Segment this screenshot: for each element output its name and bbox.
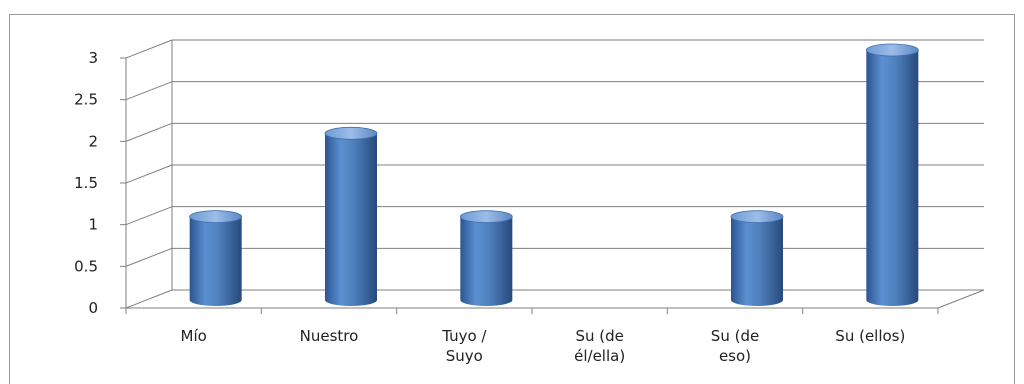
- bar-body: [460, 216, 513, 306]
- x-tick-label-line: Nuestro: [300, 327, 359, 345]
- bar-top: [865, 43, 919, 57]
- x-tick-label-line: Suyo: [446, 347, 483, 365]
- x-tick-label-line: Tuyo /: [441, 327, 487, 345]
- x-tick-label: Su (de eso): [711, 327, 759, 365]
- bar: [865, 43, 919, 306]
- gridline-diagonal: [125, 81, 173, 101]
- x-tick-label: Mío: [181, 327, 207, 345]
- bar-body: [189, 216, 242, 306]
- bar-body: [731, 216, 783, 306]
- gridline-diagonal: [125, 164, 173, 184]
- chart-frame: [9, 14, 1015, 384]
- bar: [324, 126, 378, 306]
- floor-right-edge: [937, 289, 985, 309]
- y-tick-label: 3: [88, 49, 98, 67]
- gridline-diagonal: [125, 122, 173, 142]
- x-tick-label: Tuyo / Suyo: [441, 327, 487, 365]
- x-tick-label-line: eso): [719, 347, 751, 365]
- bar-top: [324, 126, 378, 140]
- x-tick-label: Su (ellos): [835, 327, 905, 345]
- bar-top: [459, 210, 513, 224]
- y-tick-label: 0: [88, 299, 98, 317]
- y-tick-label: 1.5: [74, 174, 98, 192]
- gridline-diagonal: [125, 39, 173, 59]
- bar-body: [866, 50, 919, 306]
- bar: [189, 210, 243, 306]
- bar-body: [325, 133, 377, 306]
- x-tick-label-line: él/ella): [574, 347, 625, 365]
- bar: [459, 210, 513, 306]
- x-tick-label-line: Su (ellos): [835, 327, 905, 345]
- y-tick-label: 2.5: [74, 91, 98, 109]
- x-tick-label: Nuestro: [300, 327, 359, 345]
- y-tick-label: 0.5: [74, 257, 98, 275]
- bar: [730, 210, 784, 306]
- gridline-diagonal: [125, 206, 173, 226]
- x-tick-label-line: Su (de: [711, 327, 759, 345]
- bar-top: [730, 210, 784, 224]
- bar-top: [189, 210, 243, 224]
- x-tick-label: Su (de él/ella): [574, 327, 625, 365]
- x-tick-label-line: Mío: [181, 327, 207, 345]
- gridline-diagonal: [125, 247, 173, 267]
- gridline-diagonal: [125, 289, 173, 309]
- y-tick-label: 1: [88, 216, 98, 234]
- x-tick-label-line: Su (de: [575, 327, 623, 345]
- y-tick-label: 2: [88, 132, 98, 150]
